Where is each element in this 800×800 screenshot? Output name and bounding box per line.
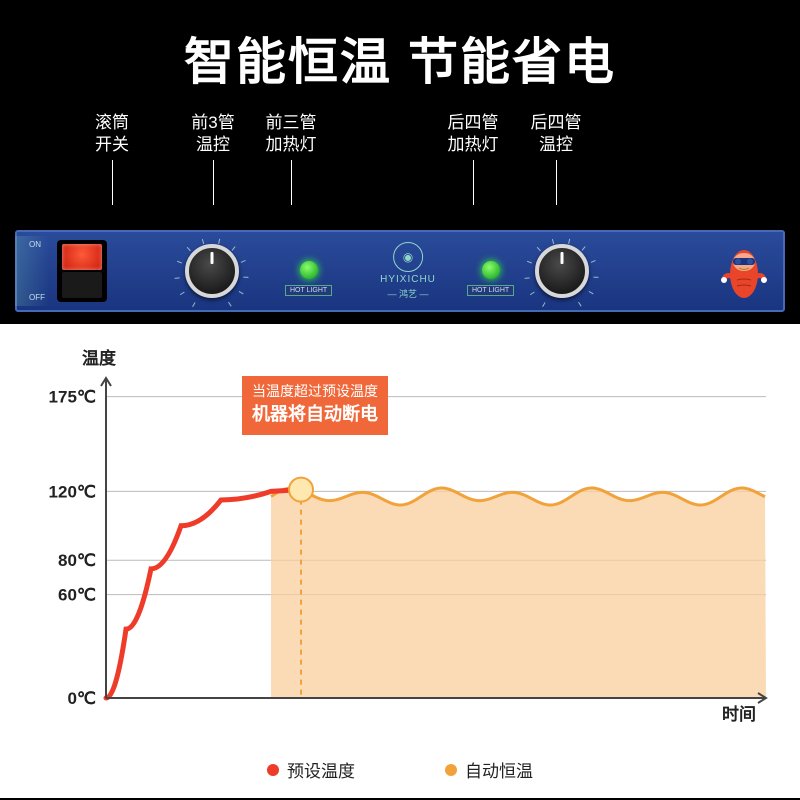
chart-svg: 0℃ 60℃ 80℃ 120℃ 175℃ 时间 — [18, 348, 782, 728]
callout-line2: 机器将自动断电 — [252, 402, 378, 427]
front-heat-led — [300, 261, 318, 279]
svg-text:0℃: 0℃ — [67, 689, 96, 708]
control-label: 前3管温控 — [183, 112, 243, 205]
header: 智能恒温 节能省电 — [0, 0, 800, 112]
rear-heat-led — [482, 261, 500, 279]
front-temp-knob[interactable] — [185, 244, 239, 298]
brand-logo: ◉ HYIXICHU — 鸿艺 — — [380, 242, 436, 300]
temperature-chart: 温度 0℃ 60℃ 80℃ 120℃ 175℃ 时间 当温度超过预设温度 机器将自动断电 — [0, 324, 800, 749]
control-label: 前三管加热灯 — [261, 112, 321, 205]
switch-on-indicator — [62, 244, 102, 270]
svg-text:80℃: 80℃ — [58, 551, 96, 570]
callout-line1: 当温度超过预设温度 — [252, 382, 378, 402]
legend-item: 自动恒温 — [445, 757, 533, 782]
logo-subtext: — 鸿艺 — — [387, 287, 428, 300]
logo-icon: ◉ — [393, 242, 423, 272]
page-title: 智能恒温 节能省电 — [0, 22, 800, 94]
svg-text:120℃: 120℃ — [49, 482, 96, 501]
sausage-mascot-icon — [719, 240, 769, 302]
control-labels-row: 滚筒开关前3管温控前三管加热灯后四管加热灯后四管温控 — [0, 112, 800, 172]
knob-ticks — [179, 238, 245, 304]
legend-item: 预设温度 — [267, 757, 355, 782]
y-axis-label: 温度 — [82, 344, 116, 369]
chart-callout: 当温度超过预设温度 机器将自动断电 — [242, 376, 388, 435]
roller-power-switch[interactable] — [57, 240, 107, 302]
switch-off-indicator — [62, 272, 102, 298]
control-label: 后四管温控 — [526, 112, 586, 205]
chart-legend: 预设温度 自动恒温 — [0, 749, 800, 798]
control-label: 后四管加热灯 — [443, 112, 503, 205]
front-led-label: HOT LIGHT — [285, 285, 332, 296]
svg-text:60℃: 60℃ — [58, 586, 96, 605]
rear-temp-knob[interactable] — [535, 244, 589, 298]
svg-text:175℃: 175℃ — [49, 388, 96, 407]
svg-text:时间: 时间 — [722, 704, 756, 724]
control-panel: ON OFF HOT LIGHT ◉ HYIXICHU — 鸿艺 — HOT L — [15, 230, 785, 312]
on-label: ON — [29, 240, 41, 249]
logo-text: HYIXICHU — [380, 274, 436, 285]
control-panel-container: ON OFF HOT LIGHT ◉ HYIXICHU — 鸿艺 — HOT L — [15, 230, 785, 312]
rear-led-label: HOT LIGHT — [467, 285, 514, 296]
off-label: OFF — [29, 293, 45, 302]
knob-ticks — [529, 238, 595, 304]
control-label: 滚筒开关 — [82, 112, 142, 205]
